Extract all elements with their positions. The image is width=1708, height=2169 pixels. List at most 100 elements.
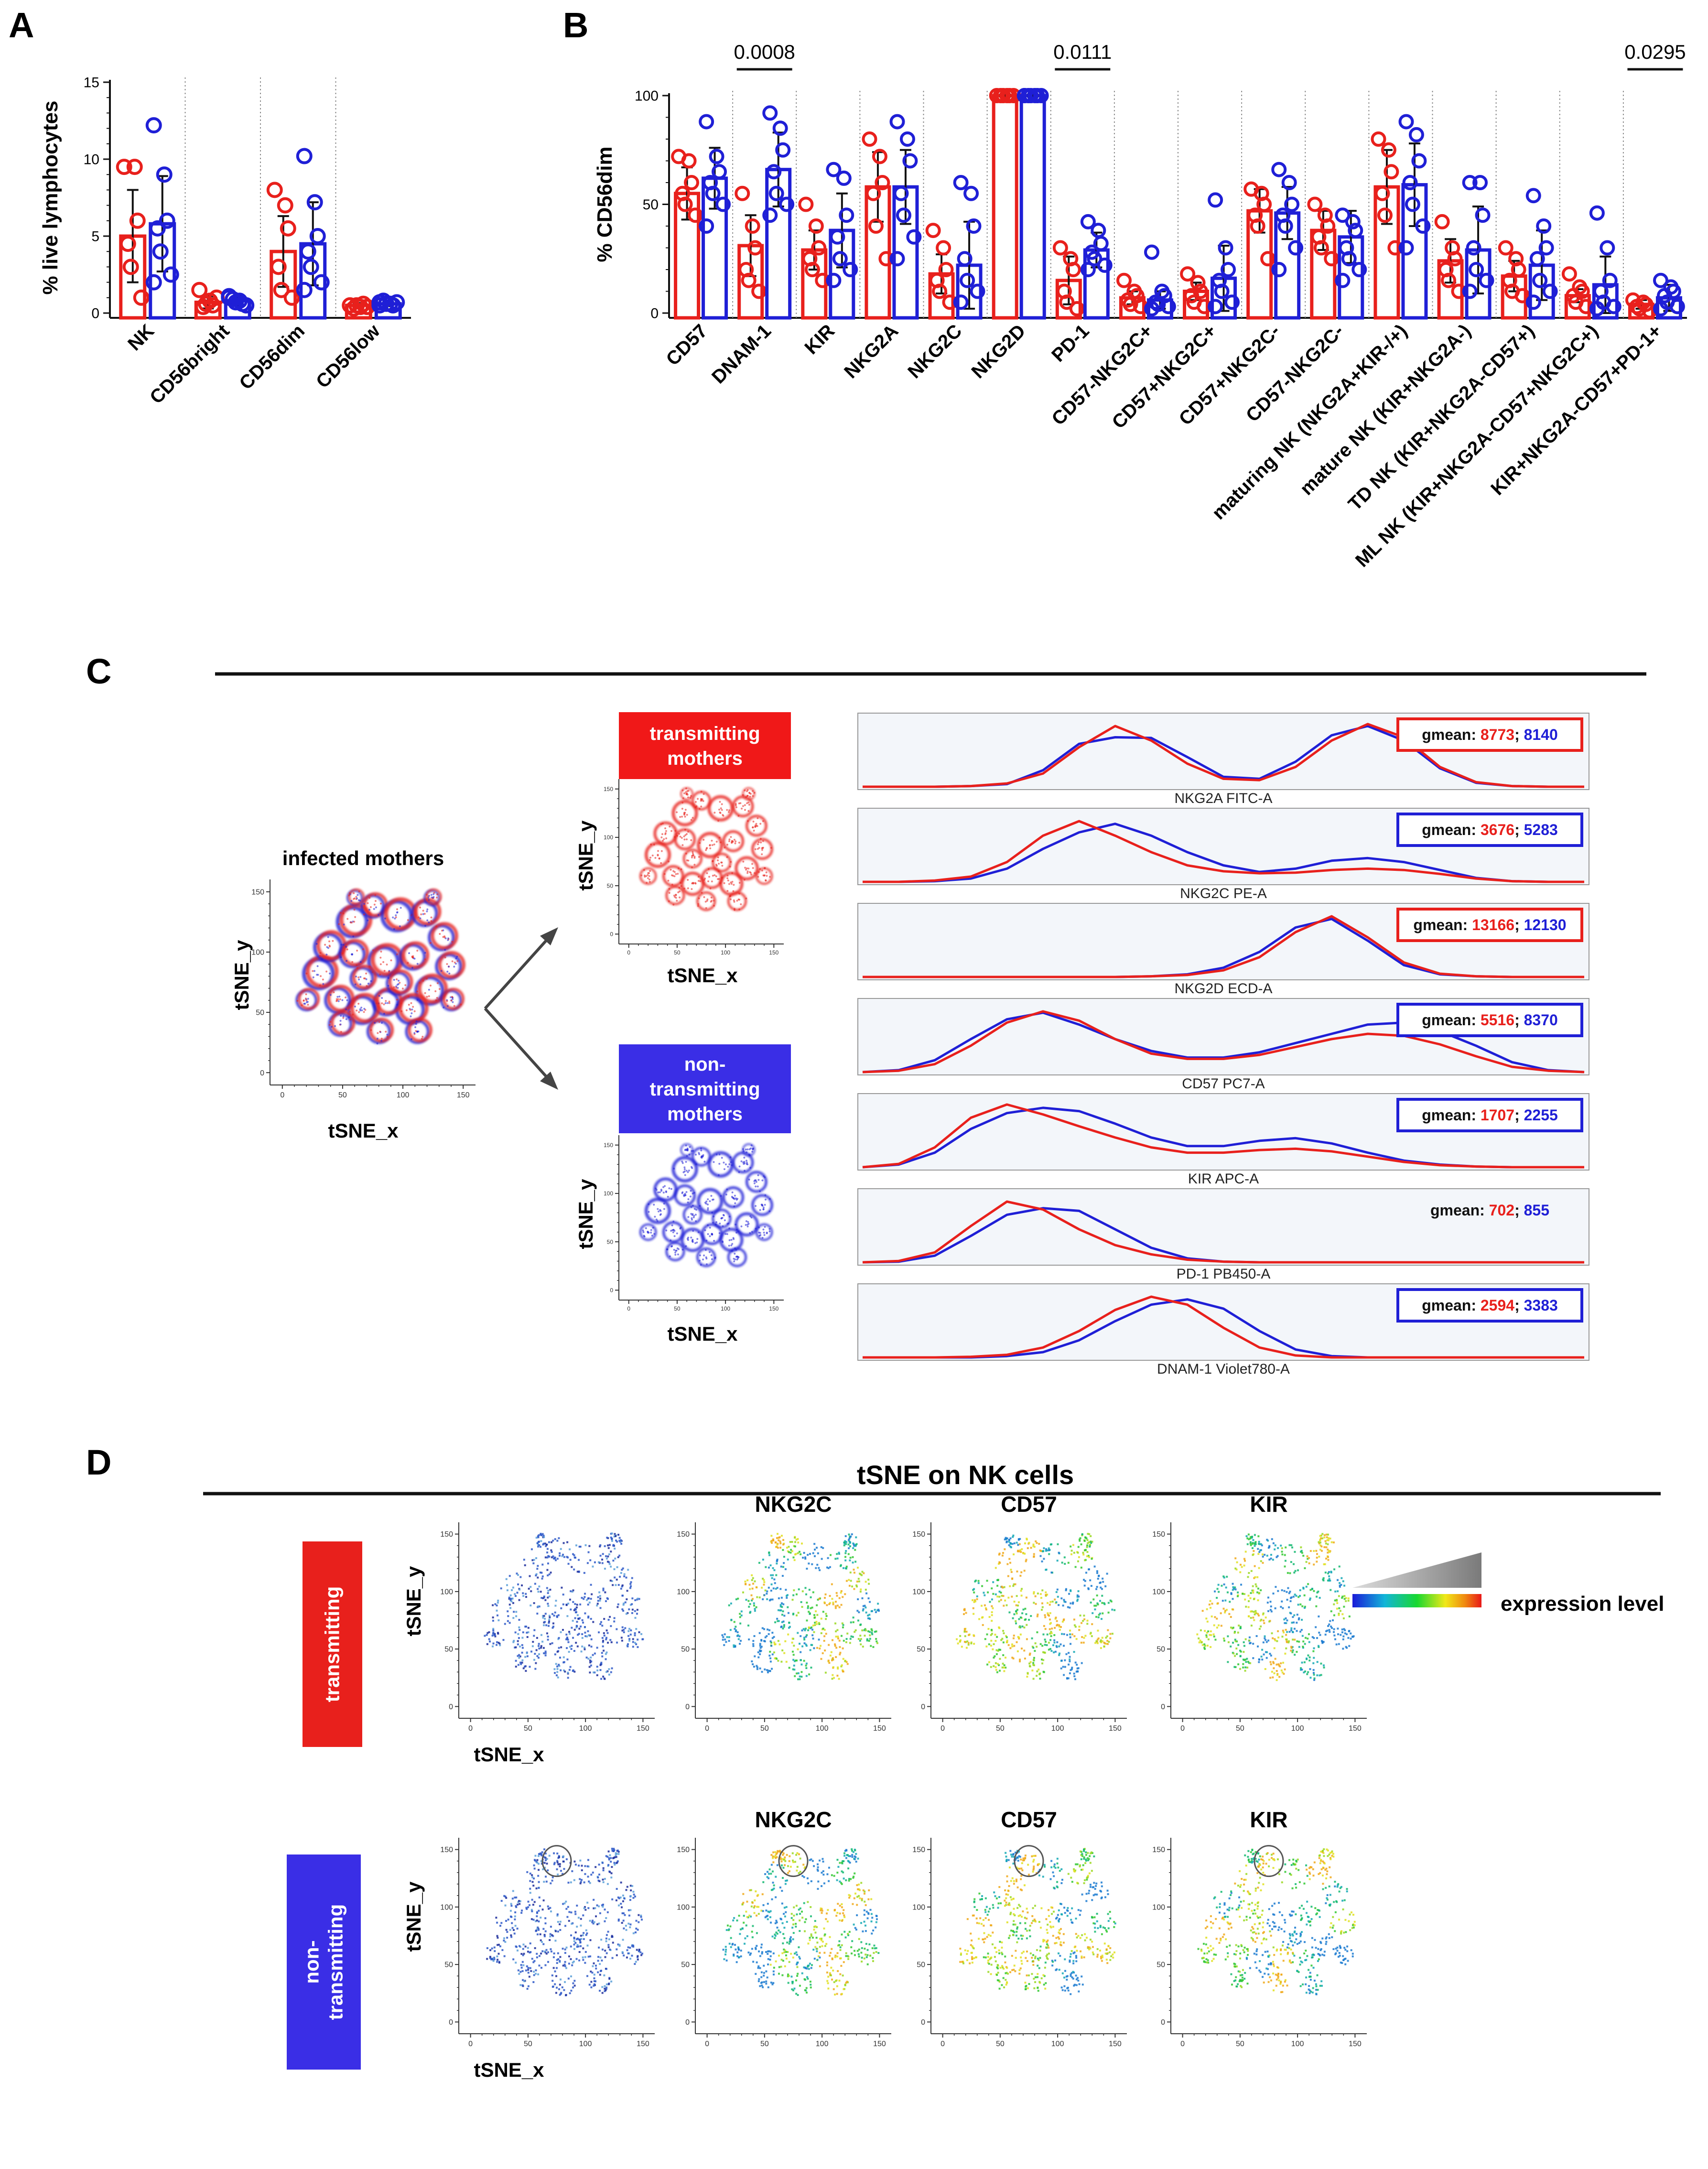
tsne-dot [728,1215,731,1218]
tsne-d-dot [594,1671,596,1674]
tsne-d-dot [628,1638,631,1640]
tsne-d-dot [1305,1657,1308,1659]
tsne-d-dot [1327,1543,1329,1545]
tsne-d-dot [556,1665,559,1668]
tsne-d-dot [548,1555,551,1558]
tsne-d-dot [536,1952,538,1955]
tsne-d-dot [1013,1583,1015,1585]
tsne-d-dot [559,1956,562,1958]
tsne-d-dot [498,1642,501,1645]
data-point-non-transmitting [1472,175,1488,190]
tsne-d-dot [1338,1614,1340,1616]
tsne-dot [740,903,742,905]
data-point-non-transmitting [1345,214,1361,229]
tsne-d-xtick-label: 150 [1109,1724,1122,1733]
tsne-dot [730,836,732,838]
tsne-dot [443,1006,445,1009]
tsne-d-dot [1294,1638,1296,1641]
tsne-dot [339,1019,342,1022]
tsne-d-dot [519,1645,521,1648]
tsne-d-dot [1313,1637,1315,1639]
tsne-d-dot [593,1974,595,1976]
tsne-dot [718,1153,721,1156]
tsne-dot [742,794,744,796]
tsne-d-dot [573,1960,575,1963]
tsne-d-dot [1325,1557,1328,1560]
tsne-dot [697,876,700,878]
tsne-d-dot [564,1965,566,1967]
tsne-d-dot [1073,1675,1076,1677]
tsne-dot [654,857,657,859]
category-label-cd57: CD57 [662,320,712,369]
tsne-d-dot [1247,1600,1250,1602]
tsne-dot [657,1208,659,1210]
data-point-transmitting [1632,301,1647,316]
tsne-dot [728,838,731,841]
tsne-dot [745,796,747,798]
tsne-d-dot [1041,1560,1043,1562]
tsne-d-dot [1023,1570,1026,1572]
tsne-dot [724,846,726,849]
tsne-dot [348,894,350,897]
tsne-d-dot [543,1615,545,1617]
tsne-d-dot [777,1620,779,1622]
tsne-d-dot [1336,1599,1338,1602]
tsne-d-dot [640,1916,642,1918]
tsne-d-dot [617,1904,620,1907]
tsne-dot [384,1002,387,1004]
tsne-d-dot [791,1599,794,1601]
tsne-d-dot [761,1670,763,1673]
tsne-dot [690,1236,692,1239]
tsne-d-dot [579,1878,581,1880]
tsne-d-dot [1011,1645,1014,1648]
tsne-d-dot [616,1954,618,1956]
tsne-d-dot [558,1637,560,1639]
tsne-ring [417,973,448,1004]
tsne-ring [697,832,724,858]
gmean-box-nkg2d-ecd-a [1396,908,1583,942]
tsne-d-dot [1233,1666,1236,1668]
tsne-d-dot [1334,1638,1337,1640]
tsne-d-dot [782,1543,785,1546]
tsne-d-dot [1262,1612,1265,1615]
tsne-dot [692,1150,694,1152]
tsne-d-dot [1076,1670,1079,1672]
tsne-d-dot [500,1587,502,1590]
tsne-d-dot [1036,1646,1038,1648]
tsne-infected-xtick-label: 0 [280,1091,284,1099]
tsne-d-dot [1291,1621,1293,1624]
tsne-d-dot [595,1964,597,1967]
tsne-d-dot [586,1865,589,1867]
histogram-curve-red [862,1010,1585,1074]
tsne-d-dot [1018,1550,1020,1552]
tsne-d-dot [552,1956,555,1958]
tsne-dot [718,863,720,865]
tsne-d-dot [769,1670,771,1672]
category-label-pd-1: PD-1 [1048,320,1093,366]
tsne-dot [733,838,735,841]
tsne-dot [387,985,389,987]
tsne-dot [718,808,720,811]
tsne-d-dot [1326,1629,1329,1632]
tsne-d-dot [630,1585,632,1587]
tsne-d-dot [1262,1619,1265,1622]
tsne-d-dot [1021,1588,1023,1590]
tsne-d-dot [572,1589,574,1592]
data-point-non-transmitting [1589,301,1605,316]
tsne-d-dot [842,1658,844,1660]
tsne-d-dot [592,1871,594,1874]
tsne-d-dot [974,1599,976,1602]
tsne-dot [388,1000,390,1003]
tsne-d-dot [527,1951,529,1953]
tsne-d-dot [613,1568,616,1571]
tsne-dot [416,963,419,965]
tsne-d-dot [533,1867,536,1870]
tsne-d-dot [1281,1600,1283,1603]
tsne-d-dot [1302,1640,1305,1643]
data-point-non-transmitting [715,196,731,212]
tsne-dot [335,998,338,1000]
tsne-d-dot [1049,1632,1051,1635]
tsne-d-dot [972,1607,974,1609]
tsne-d-dot [603,1632,605,1634]
tsne-d-dot [1320,1674,1322,1676]
